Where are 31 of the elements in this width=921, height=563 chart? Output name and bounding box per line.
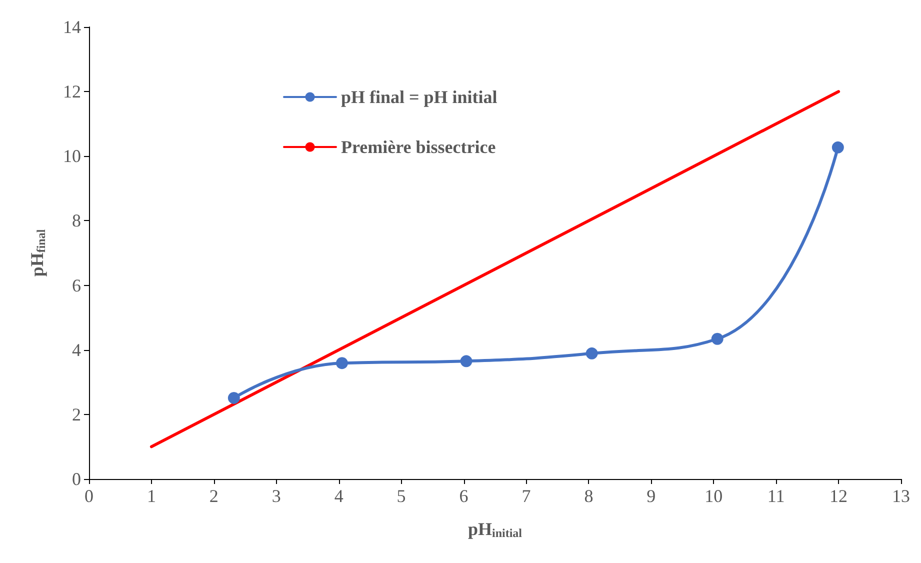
x-tick-label: 0 (84, 486, 94, 506)
y-axis-title: pHfinal (27, 228, 48, 277)
x-tick-label: 5 (396, 486, 406, 506)
point (832, 141, 844, 154)
x-tick-label: 8 (584, 486, 594, 506)
x-tick-label: 6 (459, 486, 468, 506)
point (460, 355, 472, 368)
x-tick-label: 1 (146, 486, 156, 506)
legend-label: Première bissectrice (341, 137, 496, 157)
y-tick-label: 0 (72, 469, 81, 489)
x-tick-label: 10 (704, 486, 723, 506)
x-tick-label: 2 (209, 486, 218, 506)
x-tick-label: 3 (272, 486, 281, 506)
x-tick-label: 7 (522, 486, 531, 506)
y-tick-label: 14 (63, 17, 81, 37)
point (228, 392, 240, 404)
x-tick-label: 12 (830, 486, 848, 506)
legend-label: pH final = pH initial (341, 87, 498, 107)
point (711, 332, 724, 345)
y-tick-label: 2 (72, 404, 81, 424)
point (336, 357, 348, 370)
x-tick-label: 9 (646, 486, 656, 506)
y-tick-label: 8 (72, 210, 81, 231)
x-tick-label: 11 (767, 486, 785, 506)
y-tick-label: 4 (72, 340, 81, 360)
point (586, 347, 598, 360)
x-tick-label: 4 (334, 486, 344, 506)
x-tick-label: 13 (892, 486, 910, 506)
y-tick-label: 10 (63, 146, 81, 166)
y-tick-label: 6 (72, 275, 81, 296)
y-tick-label: 12 (63, 82, 81, 102)
